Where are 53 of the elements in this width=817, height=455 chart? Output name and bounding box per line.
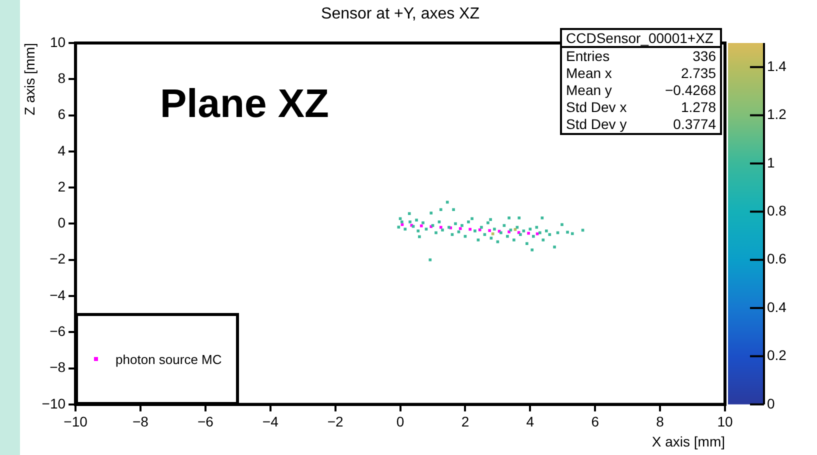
- color-bar-label: 1.2: [767, 106, 787, 122]
- legend-label: photon source MC: [116, 352, 222, 367]
- x-tick-label: 2: [461, 414, 470, 430]
- x-tick-label: 6: [591, 414, 600, 430]
- point: [458, 227, 462, 230]
- y-tick-label: 6: [58, 106, 66, 122]
- y-tick-label: 8: [58, 70, 66, 86]
- point: [439, 226, 442, 229]
- y-tick-label: −4: [50, 286, 66, 303]
- y-tick-label: −8: [50, 359, 66, 376]
- annotation: CCDSensor_00001+XZ: [562, 30, 720, 48]
- x-tick-label: −8: [132, 414, 149, 430]
- annotation: 2.735: [680, 65, 716, 82]
- y-tick-label: 0: [58, 214, 66, 231]
- x-axis-title: X axis [mm]: [652, 433, 725, 450]
- y-tick-label: −10: [42, 395, 66, 412]
- annotation: Plane XZ: [160, 82, 329, 127]
- color-bar-label: 1: [767, 154, 775, 170]
- point: [527, 232, 530, 235]
- x-tick-label: −6: [197, 414, 214, 430]
- x-tick-label: 0: [396, 414, 404, 430]
- annotation: Std Dev y: [566, 116, 627, 133]
- annotation: 336: [692, 48, 716, 65]
- x-tick-label: −2: [327, 414, 344, 430]
- color-bar-label: 0.4: [767, 298, 787, 315]
- y-tick-label: 10: [50, 34, 66, 50]
- point: [514, 228, 517, 231]
- y-tick-label: −6: [50, 322, 66, 339]
- annotation: −0.4268: [665, 82, 716, 99]
- annotation: Mean y: [566, 82, 612, 99]
- annotation: Std Dev x: [566, 99, 627, 116]
- point: [420, 224, 423, 228]
- annotation: 0.3774: [673, 116, 716, 133]
- color-bar-label: 0.6: [767, 250, 787, 267]
- point: [488, 229, 491, 232]
- y-axis-title: Z axis [mm]: [21, 43, 38, 116]
- y-tick-label: −2: [50, 250, 66, 267]
- annotation: Entries: [566, 48, 610, 65]
- chart-title: Sensor at +Y, axes XZ: [321, 5, 480, 22]
- color-bar-label: 0.2: [767, 347, 787, 364]
- annotation: Mean x: [566, 65, 612, 82]
- color-bar-label: 1.4: [767, 58, 787, 74]
- x-tick-label: 8: [656, 414, 664, 430]
- annotation: 1.278: [680, 99, 716, 116]
- point: [468, 228, 472, 231]
- y-tick-label: 4: [58, 142, 66, 158]
- x-tick-label: 4: [526, 414, 534, 430]
- y-tick-label: 2: [58, 178, 66, 194]
- x-tick-label: −4: [262, 414, 279, 430]
- point: [478, 228, 482, 232]
- x-tick-label: 10: [717, 414, 733, 430]
- color-bar-label: 0: [767, 395, 775, 412]
- color-bar-label: 0.8: [767, 202, 787, 219]
